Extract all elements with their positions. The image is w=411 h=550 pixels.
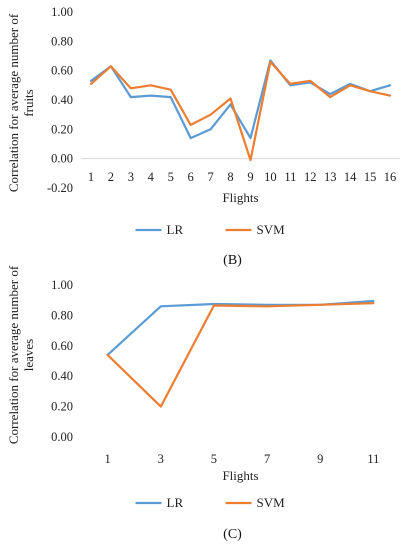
x-tick-label: 14 (344, 170, 357, 184)
y-tick-label: 1.00 (51, 278, 73, 292)
panel-label: (C) (223, 527, 242, 542)
y-tick-label: 0.20 (51, 122, 73, 136)
y-tick-label: 0.80 (51, 308, 73, 322)
x-axis-label: Flights (222, 190, 258, 205)
x-tick-label: 9 (247, 170, 253, 184)
x-tick-label: 7 (264, 452, 270, 466)
x-tick-label: 9 (317, 452, 323, 466)
series-line-lr (89, 59, 392, 140)
y-tick-label: 1.00 (51, 5, 73, 19)
chart-leaves: 0.00 0.20 0.40 0.60 0.80 1.00 1 3 5 7 9 11 Flights Co… (6, 265, 379, 542)
y-tick-label: -0.20 (47, 181, 73, 195)
panel-label: (B) (223, 253, 242, 268)
x-tick-label: 5 (211, 452, 217, 466)
x-tick-label: 12 (304, 170, 317, 184)
x-tick-label: 8 (227, 170, 233, 184)
y-axis-label: Correlation for average number offruits (6, 13, 36, 192)
x-tick-label: 7 (207, 170, 213, 184)
x-tick-label: 5 (168, 170, 174, 184)
y-tick-label: 0.40 (51, 93, 73, 107)
y-tick-label: 0.60 (51, 64, 73, 78)
y-tick-label: 0.00 (51, 152, 73, 166)
y-tick-label: 0.60 (51, 339, 73, 353)
x-tick-label: 3 (158, 452, 164, 466)
x-tick-label: 11 (284, 170, 296, 184)
x-tick-label: 15 (364, 170, 377, 184)
x-tick-label: 2 (108, 170, 114, 184)
y-tick-label: 0.80 (51, 34, 73, 48)
legend-label-lr: LR (167, 495, 184, 510)
x-tick-label: 10 (264, 170, 277, 184)
y-tick-label: 0.40 (51, 369, 73, 383)
y-tick-label: 0.00 (51, 430, 73, 444)
x-tick-label: 4 (148, 170, 155, 184)
x-tick-label: 1 (88, 170, 94, 184)
x-tick-label: 6 (188, 170, 194, 184)
chart-fruits: -0.200.000.200.400.600.801.001 2 3 4 5 6 7 8 9 10… (6, 5, 400, 268)
legend-label-lr: LR (167, 222, 184, 237)
x-tick-label: 16 (384, 170, 397, 184)
x-tick-label: 1 (104, 452, 110, 466)
x-axis-label: Flights (222, 468, 258, 483)
legend-label-svm: SVM (257, 495, 286, 510)
series-line-lr (106, 299, 375, 356)
x-tick-label: 13 (324, 170, 337, 184)
series-line-svm (106, 302, 375, 408)
y-axis-label: Correlation for average number ofleaves (6, 265, 36, 444)
y-tick-label: 0.20 (51, 400, 73, 414)
x-tick-label: 11 (367, 452, 379, 466)
legend-label-svm: SVM (257, 222, 286, 237)
series-line-svm (89, 60, 392, 162)
x-tick-label: 3 (128, 170, 134, 184)
